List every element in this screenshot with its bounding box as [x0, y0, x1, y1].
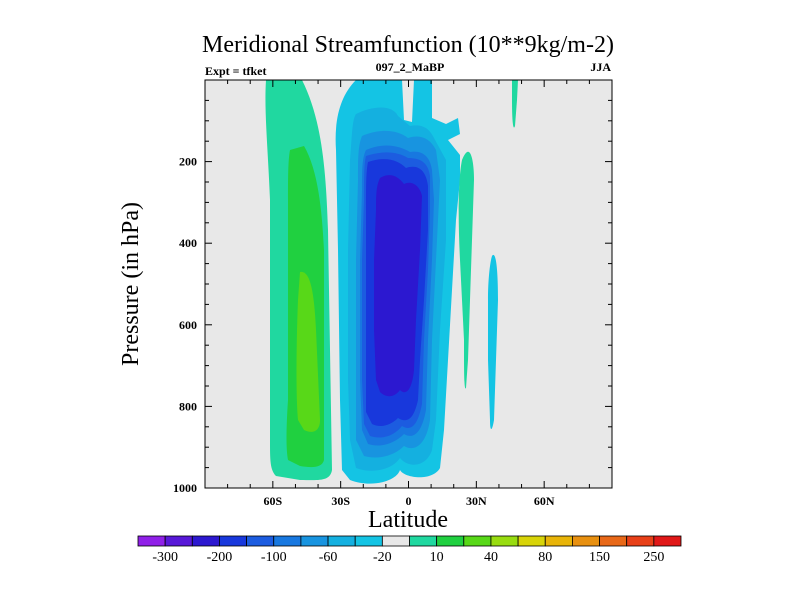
- colorbar-box: [327, 535, 356, 547]
- colorbar-box: [191, 535, 220, 547]
- colorbar-label: 150: [589, 550, 610, 565]
- colorbar-box: [599, 535, 628, 547]
- y-tick-label: 200: [179, 155, 197, 169]
- contour-south-cell-core: [296, 271, 320, 432]
- colorbar-label: -100: [261, 550, 287, 565]
- y-axis: 200 400 600 800 1000: [173, 99, 612, 495]
- center-string: 097_2_MaBP: [376, 60, 445, 74]
- colorbar-box: [273, 535, 302, 547]
- y-tick-label: 800: [179, 399, 197, 413]
- contour-fills: [265, 80, 518, 484]
- colorbar-box: [354, 535, 383, 547]
- colorbar-label: -20: [373, 550, 392, 565]
- colorbar-box: [572, 535, 600, 547]
- x-tick-label: 30N: [466, 494, 487, 508]
- colorbar-label: 250: [643, 550, 664, 565]
- x-axis-label: Latitude: [368, 507, 448, 533]
- left-string: Expt = tfket: [205, 64, 267, 78]
- y-tick-label: 400: [179, 236, 197, 250]
- colorbar-box: [137, 535, 166, 547]
- right-string: JJA: [590, 60, 611, 74]
- colorbar-box: [381, 535, 410, 547]
- colorbar-label: -300: [152, 550, 178, 565]
- colorbar-label: -60: [319, 550, 338, 565]
- x-tick-label: 60N: [534, 494, 555, 508]
- colorbar-box: [626, 535, 655, 547]
- colorbar: -300 -200 -100 -60 -20 10 40 80 150 250: [137, 535, 682, 565]
- colorbar-box: [517, 535, 546, 547]
- colorbar-box: [246, 535, 275, 547]
- y-tick-label: 1000: [173, 481, 197, 495]
- colorbar-box: [463, 535, 492, 547]
- colorbar-box: [219, 535, 247, 547]
- colorbar-label: 10: [430, 550, 444, 565]
- colorbar-box: [544, 535, 573, 547]
- colorbar-label: 40: [484, 550, 498, 565]
- colorbar-box: [409, 535, 438, 547]
- colorbar-label: 80: [538, 550, 552, 565]
- colorbar-box: [490, 535, 519, 547]
- colorbar-box: [436, 535, 465, 547]
- contour-hadley-cell-core: [374, 175, 422, 397]
- colorbar-box: [653, 535, 682, 547]
- contour-nh-small-cell-b: [488, 254, 498, 429]
- x-axis: 60S 30S 0 30N 60N: [227, 80, 590, 508]
- colorbar-label: -200: [207, 550, 233, 565]
- x-tick-label: 60S: [263, 494, 282, 508]
- x-tick-label: 30S: [331, 494, 350, 508]
- plot-area: [204, 79, 613, 489]
- x-tick-label: 0: [406, 494, 412, 508]
- chart-title: Meridional Streamfunction (10**9kg/m-2): [202, 32, 614, 58]
- y-axis-label: Pressure (in hPa): [118, 202, 144, 366]
- contour-nh-small-cell-a: [458, 151, 474, 389]
- y-tick-label: 600: [179, 318, 197, 332]
- colorbar-box: [164, 535, 193, 547]
- contour-nh-small-cell-c: [512, 80, 518, 128]
- colorbar-box: [300, 535, 329, 547]
